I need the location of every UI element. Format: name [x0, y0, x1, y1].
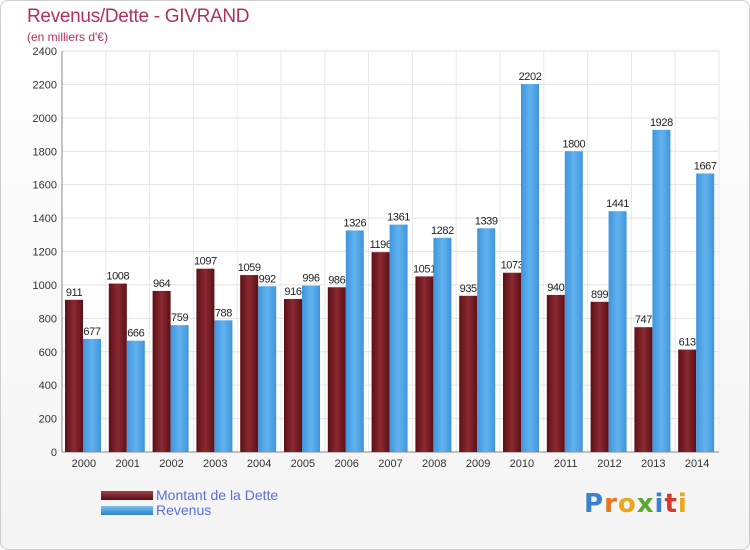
bar-revenue	[696, 173, 715, 452]
legend-swatch-debt	[101, 491, 153, 500]
bar-revenue	[652, 129, 671, 452]
legend-label-debt: Montant de la Dette	[156, 487, 279, 503]
bar-revenue	[170, 325, 189, 452]
bar-debt	[152, 290, 171, 452]
data-label-debt: 1073	[501, 260, 524, 272]
x-tick-label: 2005	[291, 458, 315, 470]
y-tick-label: 800	[39, 313, 57, 325]
data-label-revenue: 1441	[606, 198, 629, 210]
bar-debt	[590, 301, 609, 452]
data-label-revenue: 1800	[562, 138, 585, 150]
bar-debt	[678, 349, 697, 452]
x-tick-label: 2007	[378, 458, 402, 470]
proxiti-logo: Proxiti	[584, 489, 688, 519]
data-label-debt: 940	[547, 282, 564, 294]
data-label-revenue: 788	[215, 307, 232, 319]
y-tick-label: 2200	[33, 79, 57, 91]
bar-revenue	[433, 237, 452, 452]
data-label-debt: 613	[679, 337, 696, 349]
data-label-revenue: 666	[127, 328, 144, 340]
data-label-debt: 964	[153, 278, 170, 290]
data-label-revenue: 992	[259, 273, 276, 285]
y-tick-label: 1400	[33, 213, 57, 225]
bar-debt	[240, 275, 259, 452]
bar-debt	[284, 298, 302, 452]
data-label-debt: 1008	[106, 271, 129, 283]
bar-revenue	[83, 338, 101, 452]
y-tick-label: 200	[39, 414, 57, 426]
x-tick-label: 2010	[510, 458, 534, 470]
legend-label-revenue: Revenus	[156, 502, 212, 518]
bar-revenue	[302, 285, 320, 452]
x-tick-label: 2006	[334, 458, 358, 470]
data-label-debt: 986	[328, 274, 345, 286]
bar-debt	[415, 276, 434, 452]
data-label-debt: 1196	[370, 239, 392, 251]
y-tick-label: 1000	[33, 280, 57, 292]
bar-debt	[65, 299, 83, 452]
data-label-debt: 1051	[413, 263, 436, 275]
bar-debt	[546, 294, 565, 452]
bar-revenue	[477, 228, 496, 452]
y-tick-label: 1600	[33, 180, 57, 192]
y-tick-label: 0	[51, 447, 57, 459]
y-tick-label: 400	[39, 380, 57, 392]
x-tick-label: 2011	[554, 458, 578, 470]
data-label-revenue: 1361	[387, 212, 410, 224]
data-label-revenue: 1282	[431, 225, 454, 237]
bar-revenue	[389, 224, 408, 452]
data-label-revenue: 1326	[343, 217, 366, 229]
y-tick-label: 600	[39, 347, 57, 359]
bar-debt	[327, 287, 346, 452]
data-label-revenue: 1339	[475, 215, 498, 227]
y-tick-label: 1800	[33, 146, 57, 158]
bar-debt	[634, 327, 653, 452]
chart-subtitle: (en milliers d'€)	[27, 30, 108, 44]
data-label-debt: 899	[591, 289, 608, 301]
x-tick-label: 2003	[203, 458, 227, 470]
data-label-debt: 1097	[194, 256, 217, 268]
bar-debt	[108, 283, 127, 452]
x-tick-label: 2001	[115, 458, 139, 470]
y-tick-label: 1200	[33, 247, 57, 259]
bar-revenue	[126, 340, 145, 452]
x-tick-label: 2012	[597, 458, 621, 470]
x-tick-label: 2002	[159, 458, 183, 470]
bar-revenue	[521, 84, 539, 453]
bar-debt	[196, 268, 215, 452]
data-label-debt: 747	[635, 314, 652, 326]
chart-title: Revenus/Dette - GIVRAND	[27, 6, 250, 27]
data-label-debt: 911	[66, 287, 83, 299]
bar-debt	[459, 295, 478, 452]
y-tick-label: 2000	[33, 113, 57, 125]
x-tick-label: 2014	[685, 458, 709, 470]
data-label-debt: 935	[460, 283, 477, 295]
data-label-revenue: 1928	[650, 117, 673, 129]
x-tick-label: 2004	[247, 458, 271, 470]
data-label-revenue: 2202	[519, 71, 542, 83]
bar-debt	[503, 272, 521, 452]
data-label-debt: 1059	[238, 262, 261, 274]
bar-revenue	[258, 286, 277, 452]
bar-revenue	[345, 230, 364, 452]
data-label-revenue: 677	[83, 326, 100, 338]
data-label-debt: 916	[284, 286, 301, 298]
bar-revenue	[214, 320, 233, 452]
data-label-revenue: 759	[171, 312, 188, 324]
x-tick-label: 2013	[641, 458, 665, 470]
bar-revenue	[608, 211, 627, 452]
x-tick-label: 2000	[72, 458, 96, 470]
x-tick-label: 2009	[466, 458, 490, 470]
x-tick-label: 2008	[422, 458, 446, 470]
data-label-revenue: 1667	[694, 160, 717, 172]
bar-revenue	[564, 151, 583, 452]
bar-debt	[371, 252, 390, 452]
legend-swatch-revenue	[101, 506, 153, 515]
data-label-revenue: 996	[302, 273, 319, 285]
y-tick-label: 2400	[33, 46, 57, 58]
